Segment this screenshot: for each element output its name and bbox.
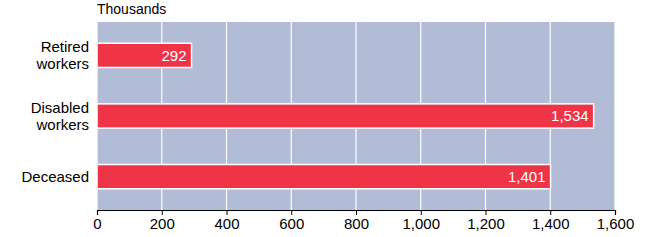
- tick: 800: [344, 210, 369, 232]
- plot-background: [97, 22, 615, 210]
- tick-label: 600: [279, 215, 304, 232]
- x-axis: 0 200 400 600 800 1,000 1,200 1,400 1,600: [93, 210, 634, 232]
- data-label: 1,401: [508, 168, 546, 185]
- tick: 400: [214, 210, 239, 232]
- bars: [97, 43, 594, 189]
- data-labels: 292 1,534 1,401: [162, 47, 589, 185]
- tick: 1,400: [532, 210, 570, 232]
- tick: 600: [279, 210, 304, 232]
- data-label: 1,534: [551, 107, 589, 124]
- chart: 292 1,534 1,401 0 200 400 600 800 1,000 1,200 1,40…: [0, 0, 649, 237]
- tick: 200: [150, 210, 175, 232]
- tick: 1,600: [597, 210, 635, 232]
- data-label: 292: [162, 47, 187, 64]
- grid: [97, 22, 615, 210]
- bar: [97, 165, 551, 189]
- tick-label: 1,400: [532, 215, 570, 232]
- tick-label: 0: [93, 215, 101, 232]
- tick-label: 1,000: [402, 215, 440, 232]
- axis-title: Thousands: [97, 1, 166, 17]
- grid-line: [614, 22, 615, 210]
- tick-label: 1,600: [597, 215, 635, 232]
- bar: [97, 104, 594, 128]
- y-axis: Retiredworkers Disabledworkers Deceased: [21, 38, 89, 185]
- tick-label: 800: [344, 215, 369, 232]
- tick: 1,000: [402, 210, 440, 232]
- category-label: Retiredworkers: [35, 38, 89, 72]
- tick: 1,200: [467, 210, 505, 232]
- tick-label: 400: [214, 215, 239, 232]
- tick-label: 200: [150, 215, 175, 232]
- category-label: Disabledworkers: [31, 99, 89, 133]
- category-label: Deceased: [21, 168, 89, 185]
- tick-label: 1,200: [467, 215, 505, 232]
- bar: [97, 43, 192, 67]
- tick: 0: [93, 210, 101, 232]
